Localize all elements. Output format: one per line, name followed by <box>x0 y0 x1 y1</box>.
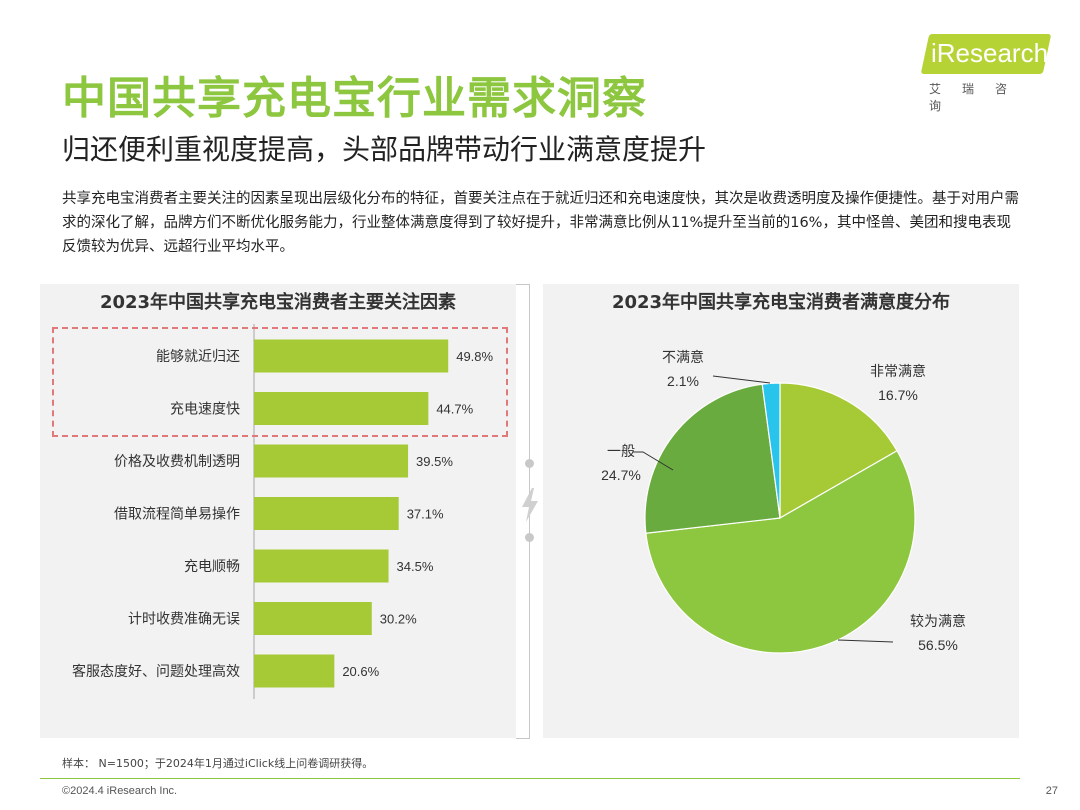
bar-category-label: 计时收费准确无误 <box>128 612 240 628</box>
bar <box>254 392 429 425</box>
pie-slice <box>779 382 898 520</box>
pie-value-label: 56.5% <box>918 637 958 653</box>
pie-slice <box>644 383 781 534</box>
copyright: ©2024.4 iResearch Inc. <box>62 785 178 797</box>
pie-slice-label: 较为满意 <box>910 613 966 630</box>
bar-value-label: 39.5% <box>416 454 453 469</box>
pie-value-label: 24.7% <box>601 467 641 483</box>
pie-slice-label: 一般 <box>607 444 635 460</box>
lightning-bolt-icon <box>522 488 538 522</box>
pie-leader-line <box>712 375 771 384</box>
bar-category-label: 客服态度好、问题处理高效 <box>72 663 240 680</box>
bar <box>254 339 449 373</box>
bar-category-label: 充电顺畅 <box>184 559 240 575</box>
pie-slice <box>761 382 781 519</box>
bar-value-label: 49.8% <box>456 349 493 364</box>
bar <box>254 444 409 478</box>
bar-category-label: 借取流程简单易操作 <box>114 506 240 523</box>
bar <box>254 549 389 583</box>
panel-divider-cap-bottom <box>516 738 530 739</box>
sample-footnote: 样本： N=1500；于2024年1月通过iClick线上问卷调研获得。 <box>62 757 374 770</box>
bar-category-label: 价格及收费机制透明 <box>114 454 240 470</box>
footer-rule <box>40 778 1020 779</box>
divider-dot-top <box>525 459 534 468</box>
pie-slice <box>645 449 916 654</box>
page-title: 中国共享充电宝行业需求洞察 <box>62 73 647 124</box>
bar-category-label: 能够就近归还 <box>156 348 240 365</box>
highlight-box <box>52 327 508 437</box>
bar-value-label: 20.6% <box>342 664 379 679</box>
intro-paragraph: 共享充电宝消费者主要关注的因素呈现出层级化分布的特征，首要关注点在于就近归还和充… <box>62 191 1019 255</box>
pie-slice-label: 不满意 <box>662 349 704 366</box>
pie-leader-line <box>633 451 674 471</box>
bar-value-label: 37.1% <box>407 507 444 522</box>
bar-value-label: 34.5% <box>397 559 434 574</box>
page-subtitle: 归还便利重视度提高，头部品牌带动行业满意度提升 <box>62 133 707 166</box>
panel-divider-cap-top <box>516 284 530 285</box>
pie-value-label: 2.1% <box>667 373 699 389</box>
pie-chart: 非常满意 16.7% 较为满意 56.5% 一般 24.7% 不满意 2.1% <box>601 349 966 654</box>
page-number: 27 <box>1045 785 1058 797</box>
bar <box>254 602 372 635</box>
iresearch-logo: iResearch 艾瑞咨询 <box>920 34 1052 113</box>
logo-cn: 艾瑞咨询 <box>929 82 1029 113</box>
divider-dot-bottom <box>525 533 534 542</box>
bar <box>254 654 335 688</box>
pie-slice-label: 非常满意 <box>870 363 926 380</box>
bar-chart-title: 2023年中国共享充电宝消费者主要关注因素 <box>99 292 457 313</box>
pie-chart-title: 2023年中国共享充电宝消费者满意度分布 <box>611 292 951 313</box>
bar-category-label: 充电速度快 <box>170 402 240 418</box>
pie-leader-line <box>837 639 894 643</box>
bar-value-label: 44.7% <box>436 402 473 417</box>
bar-value-label: 30.2% <box>380 612 417 627</box>
logo-text: iResearch <box>931 38 1049 68</box>
pie-value-label: 16.7% <box>878 387 918 403</box>
bar <box>254 497 399 530</box>
bar-chart: 能够就近归还 49.8% 充电速度快 44.7% 价格及收费机制透明 39.5% 借取流程简… <box>72 324 494 699</box>
